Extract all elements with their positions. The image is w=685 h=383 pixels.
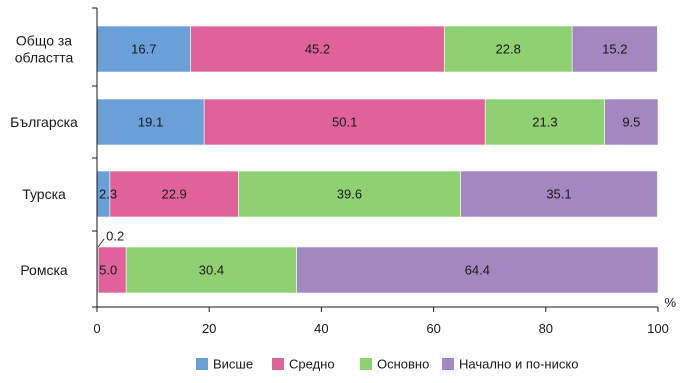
bar-segment xyxy=(97,246,127,294)
x-tick-label: 0 xyxy=(93,321,100,336)
bar-segment xyxy=(296,246,659,294)
bar-segment xyxy=(443,25,573,73)
data-label: 22.9 xyxy=(161,187,186,202)
data-label: 2.3 xyxy=(99,187,117,202)
data-label: 0.2 xyxy=(106,229,124,244)
bar-segment xyxy=(96,98,205,146)
x-unit-label: % xyxy=(664,295,676,310)
data-label: 9.5 xyxy=(622,115,640,130)
axes-layer: Общо за областта Българска Турска Ромска 0 20 4… xyxy=(10,7,676,336)
legend-label: Средно xyxy=(289,357,335,372)
data-label: 22.8 xyxy=(496,42,521,57)
data-label: 64.4 xyxy=(465,263,490,278)
data-label: 19.1 xyxy=(138,115,163,130)
bar-segment xyxy=(190,25,445,73)
x-tick-label: 60 xyxy=(426,321,440,336)
bar-segment xyxy=(460,170,658,218)
category-label: Турска xyxy=(22,186,66,202)
data-labels-layer: 16.7 45.2 22.8 15.2 19.1 50.1 21.3 9.5 2.3 22.9 39… xyxy=(97,42,640,278)
data-label: 45.2 xyxy=(305,42,330,57)
category-label: Ромска xyxy=(20,262,68,278)
category-label: Българска xyxy=(10,114,78,130)
legend-swatch xyxy=(360,358,372,370)
leader-line xyxy=(97,238,105,248)
bar-segment xyxy=(484,98,606,146)
x-tick-label: 80 xyxy=(539,321,553,336)
category-label: Общо за областта xyxy=(15,33,74,66)
data-label: 5.0 xyxy=(99,263,117,278)
bar-segment xyxy=(203,98,486,146)
bar-segment xyxy=(109,170,239,218)
bars-layer xyxy=(96,25,659,294)
data-label: 30.4 xyxy=(199,263,224,278)
legend-swatch xyxy=(442,358,454,370)
legend: Висше Средно Основно Начално и по-ниско xyxy=(196,357,578,372)
data-label: 16.7 xyxy=(131,42,156,57)
bar-segment xyxy=(604,98,659,146)
legend-label: Начално и по-ниско xyxy=(459,357,578,372)
data-label: 50.1 xyxy=(332,115,357,130)
data-label: 15.2 xyxy=(602,42,627,57)
x-tick-label: 40 xyxy=(314,321,328,336)
legend-swatch xyxy=(272,358,284,370)
bar-segment xyxy=(238,170,461,218)
x-tick-label: 100 xyxy=(647,321,669,336)
data-label: 35.1 xyxy=(546,187,571,202)
bar-segment xyxy=(96,25,191,73)
x-tick-label: 20 xyxy=(202,321,216,336)
legend-label: Висше xyxy=(213,357,253,372)
legend-swatch xyxy=(196,358,208,370)
legend-label: Основно xyxy=(377,357,429,372)
bar-segment xyxy=(571,25,658,73)
data-label: 21.3 xyxy=(532,115,557,130)
data-label: 39.6 xyxy=(337,187,362,202)
